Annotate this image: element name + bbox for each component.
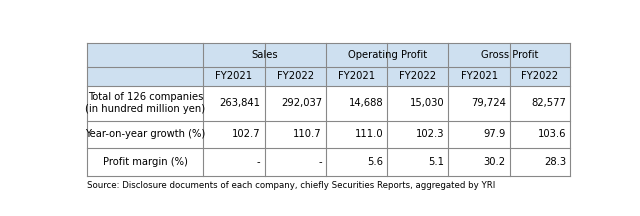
Text: 102.3: 102.3	[416, 129, 444, 139]
Text: FY2021: FY2021	[215, 71, 252, 81]
Bar	[88, 148, 570, 176]
Bar	[326, 43, 449, 67]
Text: 30.2: 30.2	[484, 157, 506, 167]
Text: FY2021: FY2021	[338, 71, 375, 81]
Text: Year-on-year growth (%): Year-on-year growth (%)	[85, 129, 205, 139]
Bar	[88, 67, 204, 86]
Bar	[88, 86, 570, 121]
Bar	[204, 43, 326, 67]
Text: 82,577: 82,577	[531, 98, 566, 108]
Text: 15,030: 15,030	[410, 98, 444, 108]
Text: 102.7: 102.7	[232, 129, 260, 139]
Text: FY2022: FY2022	[276, 71, 314, 81]
Text: Source: Disclosure documents of each company, chiefly Securities Reports, aggreg: Source: Disclosure documents of each com…	[88, 181, 496, 190]
Text: 97.9: 97.9	[483, 129, 506, 139]
Text: Total of 126 companies
(in hundred million yen): Total of 126 companies (in hundred milli…	[85, 92, 205, 114]
Bar	[264, 67, 326, 86]
Text: 263,841: 263,841	[220, 98, 260, 108]
Text: -: -	[257, 157, 260, 167]
Text: 110.7: 110.7	[293, 129, 322, 139]
Bar	[449, 43, 570, 67]
Text: Profit margin (%): Profit margin (%)	[103, 157, 188, 167]
Text: -: -	[318, 157, 322, 167]
Text: 111.0: 111.0	[355, 129, 383, 139]
Text: Operating Profit: Operating Profit	[348, 50, 427, 60]
Bar	[449, 67, 509, 86]
Text: FY2022: FY2022	[522, 71, 559, 81]
Bar	[509, 67, 570, 86]
Bar	[387, 67, 449, 86]
Bar	[88, 121, 570, 148]
Text: FY2021: FY2021	[461, 71, 498, 81]
Text: Sales: Sales	[252, 50, 278, 60]
Text: 292,037: 292,037	[281, 98, 322, 108]
Text: 5.1: 5.1	[428, 157, 444, 167]
Text: 5.6: 5.6	[367, 157, 383, 167]
Text: Gross Profit: Gross Profit	[481, 50, 538, 60]
Bar	[88, 43, 204, 67]
Text: 103.6: 103.6	[538, 129, 566, 139]
Bar	[204, 67, 264, 86]
Text: 79,724: 79,724	[471, 98, 506, 108]
Bar	[326, 67, 387, 86]
Text: 28.3: 28.3	[544, 157, 566, 167]
Text: 14,688: 14,688	[349, 98, 383, 108]
Text: FY2022: FY2022	[399, 71, 436, 81]
